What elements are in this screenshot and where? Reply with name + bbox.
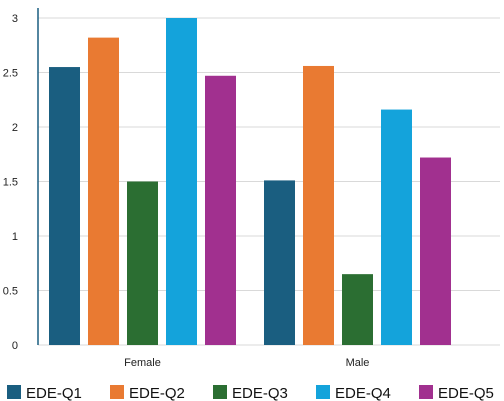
y-tick-label: 0.5 [3,286,18,298]
legend-label: EDE-Q4 [335,385,391,401]
bar-ede-q5-female [205,75,236,346]
legend-swatch [316,385,330,399]
legend-swatch [7,385,21,399]
legend-swatch [419,385,433,399]
legend-swatch [213,385,227,399]
x-axis-categories: Female Male [124,357,369,369]
bar-ede-q2-female [88,37,119,346]
bar-ede-q4-male [381,109,412,345]
legend-label: EDE-Q5 [438,385,494,401]
legend-label: EDE-Q1 [26,385,82,401]
y-tick-label: 0 [12,340,18,352]
y-axis-ticks: 0 0.5 1 1.5 2 2.5 3 [3,13,18,352]
bar-ede-q3-female [127,181,158,345]
y-tick-label: 1.5 [3,177,18,189]
x-category-label: Male [346,357,370,369]
bar-ede-q4-female [166,18,197,345]
y-tick-label: 3 [12,13,18,25]
bar-ede-q2-male [303,65,334,346]
legend: EDE-Q1 EDE-Q2 EDE-Q3 EDE-Q4 EDE-Q5 [7,385,494,401]
bar-ede-q3-male [342,274,373,345]
bar-ede-q5-male [420,157,451,345]
legend-label: EDE-Q2 [129,385,185,401]
legend-swatch [110,385,124,399]
y-tick-label: 2.5 [3,68,18,80]
y-tick-label: 2 [12,122,18,134]
y-tick-label: 1 [12,231,18,243]
bar-ede-q1-female [49,67,80,346]
x-category-label: Female [124,357,161,369]
bar-ede-q1-male [264,180,295,345]
bars [49,18,451,346]
legend-label: EDE-Q3 [232,385,288,401]
